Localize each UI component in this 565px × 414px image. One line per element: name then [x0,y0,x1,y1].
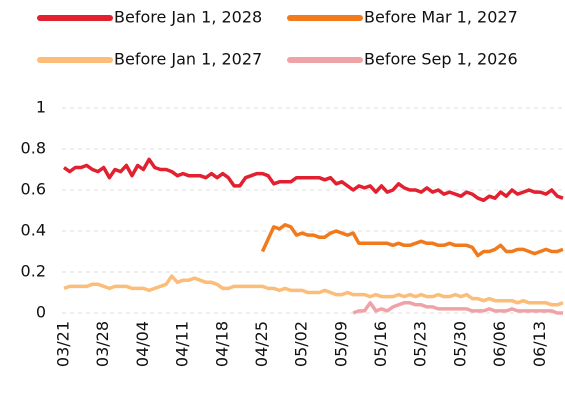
x-tick-label: 05/23 [411,321,430,367]
legend-label: Before Sep 1, 2026 [364,50,518,69]
x-tick-label: 05/02 [292,321,311,367]
y-tick-label: 0.2 [21,262,46,281]
x-tick-label: 04/11 [173,321,192,367]
x-tick-label: 04/25 [252,321,271,367]
y-tick-label: 0 [36,303,46,322]
x-tick-label: 05/09 [331,321,350,367]
y-tick-label: 0.6 [21,180,46,199]
legend-label: Before Jan 1, 2028 [114,8,262,27]
y-tick-label: 0.8 [21,139,46,158]
x-tick-label: 04/04 [133,321,152,367]
y-tick-label: 1 [36,98,46,117]
x-tick-label: 03/21 [54,321,73,367]
series-line [63,274,564,307]
series-line [352,301,563,315]
series-line [260,223,564,258]
series-line [62,157,564,203]
x-tick-label: 05/30 [450,321,469,367]
y-tick-label: 0.4 [21,221,46,240]
legend-label: Before Jan 1, 2027 [114,50,262,69]
legend-label: Before Mar 1, 2027 [364,8,518,27]
x-tick-label: 05/16 [371,321,390,367]
x-tick-label: 06/13 [530,321,549,367]
x-tick-label: 03/28 [93,321,112,367]
x-tick-label: 04/18 [212,321,231,367]
x-tick-label: 06/06 [490,321,509,367]
